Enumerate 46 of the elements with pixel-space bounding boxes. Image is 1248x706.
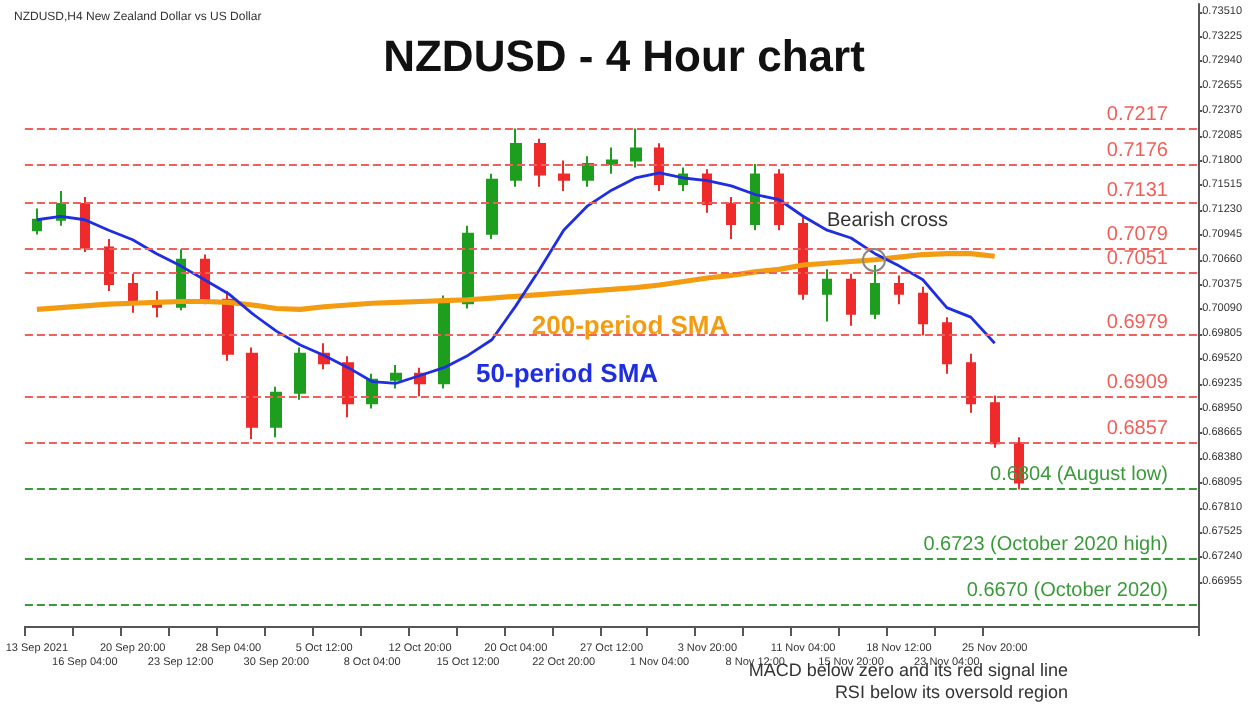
candlestick bbox=[270, 385, 282, 439]
candlestick bbox=[104, 237, 114, 293]
series-label: 50-period SMA bbox=[476, 357, 659, 388]
candlestick bbox=[750, 163, 760, 232]
ref-line-label: 0.6857 bbox=[1106, 417, 1168, 440]
candlestick bbox=[822, 268, 832, 323]
candlestick bbox=[486, 172, 498, 240]
candlestick bbox=[798, 216, 808, 301]
text: RSI below its oversold region bbox=[834, 682, 1068, 702]
ref-line-label: 0.6909 bbox=[1106, 372, 1168, 395]
ref-line-label: 0.7176 bbox=[1106, 140, 1168, 163]
candlestick bbox=[246, 346, 258, 440]
candlestick bbox=[774, 168, 784, 232]
candlestick bbox=[438, 294, 450, 390]
candlestick bbox=[966, 352, 976, 414]
candlestick bbox=[846, 272, 856, 327]
candlestick bbox=[534, 137, 546, 188]
candlestick bbox=[390, 364, 402, 390]
candlestick bbox=[342, 355, 354, 419]
series-label: 200-period SMA bbox=[531, 310, 729, 341]
candlestick bbox=[654, 142, 664, 193]
candlestick bbox=[558, 159, 570, 193]
text: NZDUSD - 4 Hour chart bbox=[383, 31, 867, 81]
ref-line-label: 0.7131 bbox=[1106, 179, 1168, 202]
annotation: Bearish cross bbox=[826, 209, 949, 232]
candlestick bbox=[510, 127, 522, 188]
candlestick bbox=[942, 316, 952, 375]
line-series bbox=[35, 171, 997, 385]
ref-line-label: 0.7217 bbox=[1106, 104, 1168, 127]
candlestick bbox=[894, 274, 904, 306]
candlestick bbox=[870, 263, 880, 320]
ref-line-label: 0.7051 bbox=[1106, 248, 1168, 271]
candlestick bbox=[630, 127, 642, 169]
candlestick bbox=[726, 196, 736, 240]
candlestick bbox=[80, 196, 90, 253]
candlestick bbox=[32, 207, 42, 236]
candlestick bbox=[918, 285, 928, 337]
ref-line-label: 0.6979 bbox=[1106, 311, 1168, 334]
candlestick bbox=[294, 346, 306, 401]
candlestick bbox=[582, 155, 594, 188]
candlestick bbox=[990, 394, 1000, 449]
ref-line-label: 0.6670 (October 2020) bbox=[966, 580, 1168, 603]
candlestick bbox=[606, 146, 618, 175]
ref-line-label: 0.6723 (October 2020 high) bbox=[923, 534, 1168, 557]
ref-line-label: 0.7079 bbox=[1106, 224, 1168, 247]
candlestick bbox=[128, 272, 138, 314]
